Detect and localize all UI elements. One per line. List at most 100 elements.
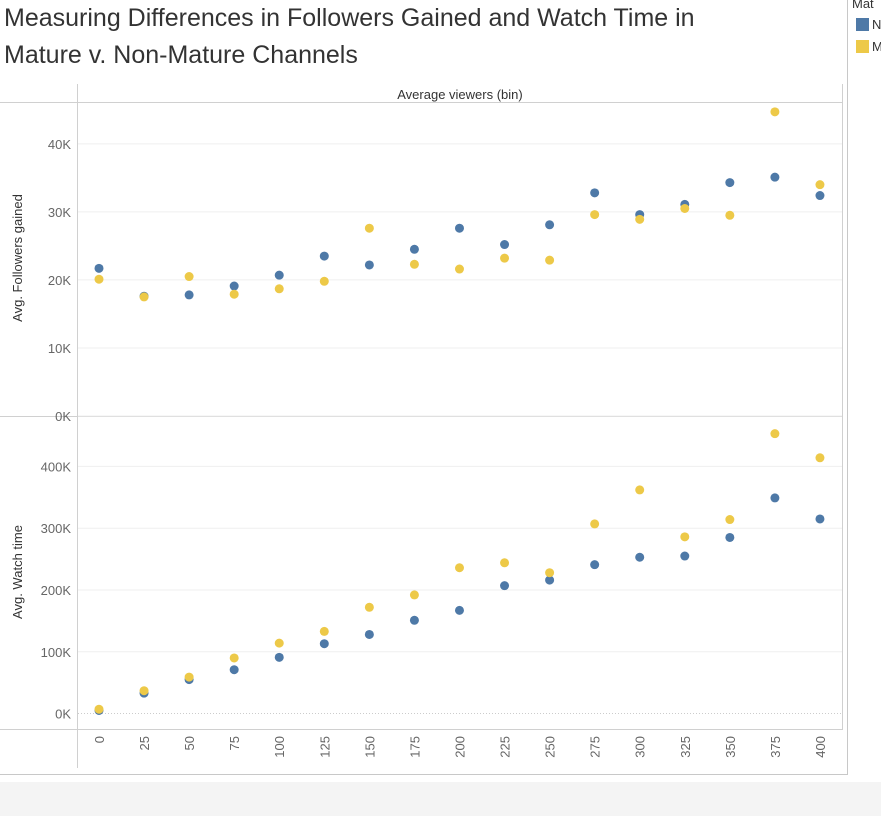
data-point[interactable] — [139, 686, 149, 696]
chart-title-line-2: Mature v. Non-Mature Channels — [4, 41, 358, 69]
data-point[interactable] — [274, 270, 284, 280]
data-point[interactable] — [815, 514, 825, 524]
y-tick-label: 100K — [41, 645, 72, 660]
data-point[interactable] — [545, 220, 555, 230]
x-tick-label: 125 — [317, 736, 332, 758]
data-point[interactable] — [590, 560, 600, 570]
data-point[interactable] — [770, 429, 780, 439]
y-tick-label: 400K — [41, 459, 72, 474]
data-point[interactable] — [725, 532, 735, 542]
data-point[interactable] — [229, 281, 239, 291]
data-point[interactable] — [409, 244, 419, 254]
data-point[interactable] — [500, 253, 510, 263]
data-point[interactable] — [815, 191, 825, 201]
data-point[interactable] — [545, 575, 555, 585]
data-point[interactable] — [319, 251, 329, 261]
data-point[interactable] — [770, 172, 780, 182]
data-point[interactable] — [274, 284, 284, 294]
data-point[interactable] — [274, 652, 284, 662]
x-tick-label: 150 — [362, 736, 377, 758]
data-point[interactable] — [139, 292, 149, 302]
data-point[interactable] — [725, 178, 735, 188]
data-point[interactable] — [229, 665, 239, 675]
legend-item-2[interactable]: M — [856, 39, 881, 54]
legend-item-1[interactable]: N — [856, 17, 881, 32]
data-point[interactable] — [590, 519, 600, 529]
data-point[interactable] — [590, 188, 600, 198]
x-tick-label: 400 — [813, 736, 828, 758]
x-tick-label: 300 — [633, 736, 648, 758]
data-point[interactable] — [500, 240, 510, 250]
legend-swatch-1 — [856, 18, 869, 31]
data-point[interactable] — [770, 107, 780, 117]
legend-swatch-2 — [856, 40, 869, 53]
data-point[interactable] — [184, 272, 194, 282]
data-point[interactable] — [229, 289, 239, 299]
x-tick-label: 350 — [723, 736, 738, 758]
x-tick-label: 375 — [768, 736, 783, 758]
y-tick-label: 20K — [48, 273, 71, 288]
y-tick-label: 30K — [48, 205, 71, 220]
data-point[interactable] — [364, 223, 374, 233]
data-point[interactable] — [229, 653, 239, 663]
data-point[interactable] — [184, 672, 194, 682]
data-point[interactable] — [319, 276, 329, 286]
y-tick-label: 300K — [41, 521, 72, 536]
y-tick-label: 0K — [55, 707, 71, 722]
data-point[interactable] — [680, 203, 690, 213]
chart-title: Measuring Differences in Followers Gaine… — [4, 0, 834, 74]
x-tick-label: 225 — [498, 736, 513, 758]
x-tick-label: 275 — [588, 736, 603, 758]
data-point[interactable] — [184, 290, 194, 300]
gridlines — [78, 143, 842, 715]
y-tick-label: 40K — [48, 137, 71, 152]
y-tick-label: 0K — [55, 409, 71, 424]
data-point[interactable] — [770, 493, 780, 503]
data-point[interactable] — [319, 639, 329, 649]
data-point[interactable] — [94, 263, 104, 273]
data-point[interactable] — [409, 259, 419, 269]
data-point[interactable] — [364, 260, 374, 270]
data-point[interactable] — [635, 552, 645, 562]
data-point[interactable] — [454, 605, 464, 615]
data-point[interactable] — [364, 602, 374, 612]
legend-title: Mat — [852, 0, 874, 11]
legend[interactable]: Mat N M — [851, 0, 881, 70]
data-points[interactable] — [94, 107, 825, 715]
data-point[interactable] — [635, 485, 645, 495]
x-tick-label: 200 — [452, 736, 467, 758]
data-point[interactable] — [590, 210, 600, 220]
data-point[interactable] — [319, 626, 329, 636]
data-point[interactable] — [454, 563, 464, 573]
x-tick-label: 75 — [227, 736, 242, 750]
data-point[interactable] — [725, 515, 735, 525]
data-point[interactable] — [454, 264, 464, 274]
data-point[interactable] — [94, 274, 104, 284]
data-point[interactable] — [815, 453, 825, 463]
data-point[interactable] — [815, 180, 825, 190]
data-point[interactable] — [680, 551, 690, 561]
data-point[interactable] — [274, 638, 284, 648]
x-tick-label: 100 — [272, 736, 287, 758]
legend-label-2: M — [872, 39, 881, 54]
data-point[interactable] — [680, 532, 690, 542]
x-tick-label: 325 — [678, 736, 693, 758]
data-point[interactable] — [635, 214, 645, 224]
data-point[interactable] — [409, 615, 419, 625]
data-point[interactable] — [500, 581, 510, 591]
data-point[interactable] — [545, 568, 555, 578]
data-point[interactable] — [409, 590, 419, 600]
y-tick-label: 200K — [41, 583, 72, 598]
chart-title-line-1: Measuring Differences in Followers Gaine… — [4, 4, 695, 32]
x-tick-label: 175 — [407, 736, 422, 758]
data-point[interactable] — [94, 704, 104, 714]
data-point[interactable] — [454, 223, 464, 233]
x-tick-label: 50 — [182, 736, 197, 750]
x-tick-label: 25 — [137, 736, 152, 750]
data-point[interactable] — [500, 558, 510, 568]
x-tick-label: 250 — [543, 736, 558, 758]
data-point[interactable] — [364, 629, 374, 639]
data-point[interactable] — [725, 210, 735, 220]
data-point[interactable] — [545, 255, 555, 265]
